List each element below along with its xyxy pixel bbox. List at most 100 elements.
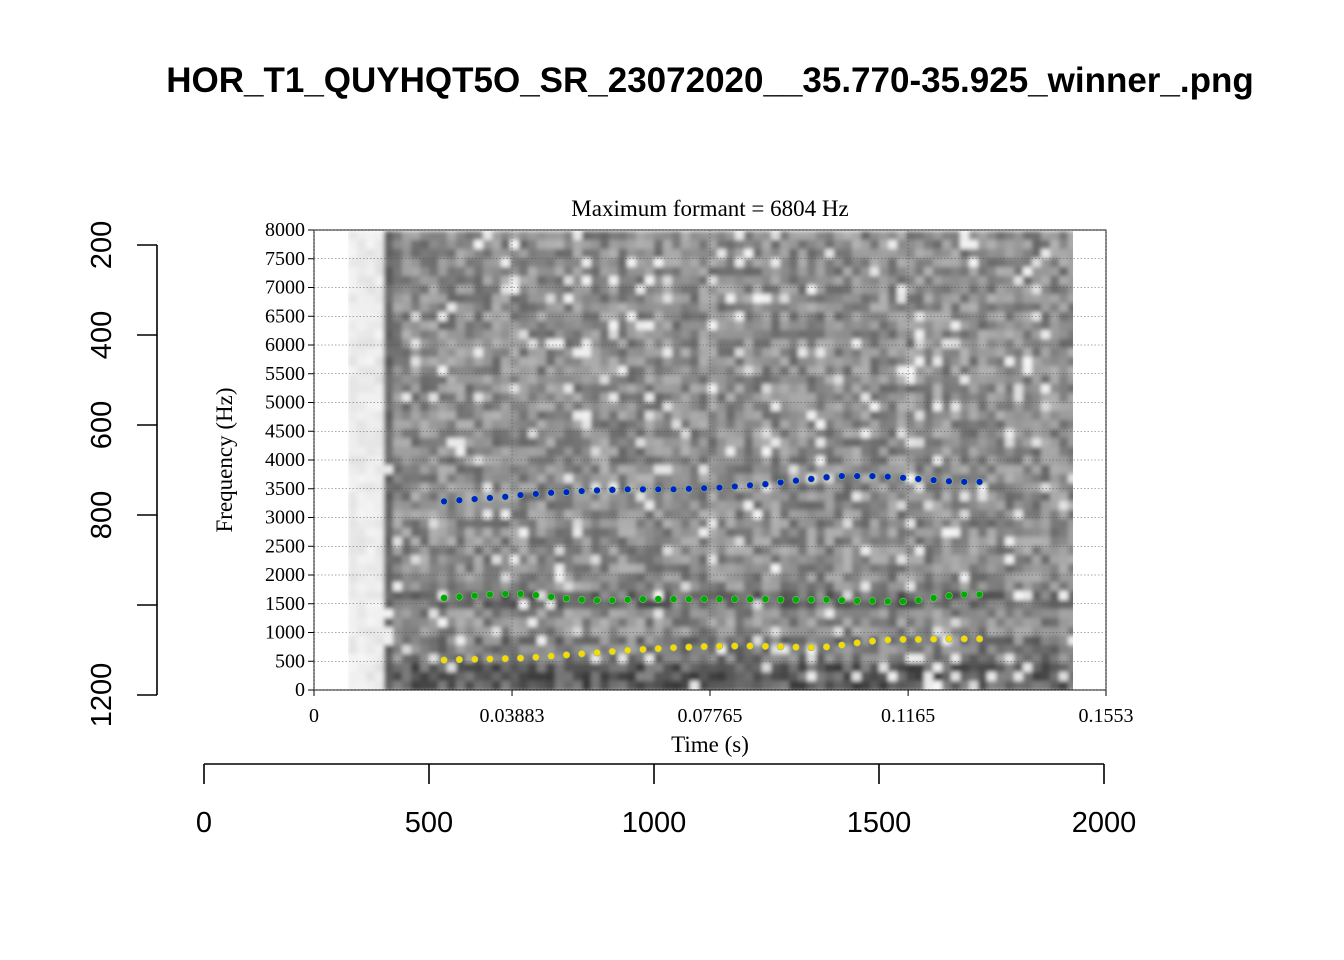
formant-point (593, 648, 601, 657)
formant-point (792, 477, 800, 485)
formant-point (899, 597, 907, 606)
formant-point (440, 594, 448, 602)
formant-point (945, 635, 953, 643)
spectrogram (348, 231, 1073, 690)
formant-point (608, 647, 617, 656)
y-axis-label: Frequency (Hz) (212, 388, 237, 533)
formant-point (761, 642, 770, 650)
formant-point (960, 478, 968, 486)
formant-point (945, 477, 953, 485)
formant-point (822, 473, 831, 481)
y-tick-label: 5000 (265, 392, 305, 414)
formant-point (715, 483, 724, 492)
formant-point (486, 655, 494, 663)
formant-point (761, 595, 770, 603)
formant-point (578, 487, 586, 495)
outer-y-tick-label: 800 (86, 491, 118, 539)
formant-point (792, 596, 800, 604)
formant-point (470, 495, 479, 503)
formant-point (899, 474, 907, 482)
formant-point (822, 643, 831, 651)
formant-point (884, 472, 892, 481)
formant-point (440, 497, 448, 506)
formant-point (685, 595, 693, 603)
formant-point (700, 595, 708, 603)
formant-point (562, 594, 571, 603)
formant-point (914, 596, 923, 604)
formant-point (731, 482, 739, 491)
outer-y-tick-label: 400 (86, 311, 118, 359)
formant-point (578, 596, 586, 604)
y-tick-label: 0 (295, 679, 305, 701)
outer-y-tick-label: 600 (86, 401, 118, 449)
y-tick-label: 5500 (265, 363, 305, 385)
y-tick-label: 2500 (265, 535, 305, 557)
formant-point (623, 646, 632, 655)
formant-point (501, 590, 509, 598)
formant-point (639, 485, 647, 494)
formant-point (685, 643, 693, 651)
formant-point (868, 637, 877, 645)
formant-point (746, 595, 754, 603)
y-tick-label: 7000 (265, 277, 305, 299)
formant-point (455, 496, 464, 504)
y-tick-label: 6000 (265, 334, 305, 356)
formant-point (593, 596, 601, 604)
formant-point (700, 642, 708, 651)
formant-point (868, 597, 877, 605)
formant-point (455, 593, 464, 601)
formant-point (746, 642, 754, 650)
outer-x-axis: 0 500 1000 1500 2000 (196, 763, 1137, 839)
x-tick-label: 0 (309, 705, 319, 727)
formant-point (914, 475, 923, 483)
formant-point (776, 596, 785, 604)
formant-point (639, 645, 647, 654)
formant-point (532, 653, 540, 661)
formant-point (853, 472, 861, 480)
formant-point (685, 485, 693, 493)
outer-y-tick-label: 1200 (86, 663, 118, 728)
y-tick-label: 4000 (265, 449, 305, 471)
formant-point (516, 654, 525, 662)
formant-point (822, 596, 831, 604)
outer-x-tick-label: 2000 (1072, 807, 1137, 839)
formant-point (929, 594, 938, 602)
formant-point (792, 643, 800, 651)
formant-point (532, 591, 540, 599)
y-tick-label: 6500 (265, 305, 305, 327)
x-tick-label: 0.03883 (480, 705, 545, 727)
y-tick-label: 3000 (265, 507, 305, 529)
time-axis: 0 0.03883 0.07765 0.1165 0.1553 (309, 690, 1134, 727)
formant-point (486, 590, 494, 599)
formant-point (746, 481, 754, 489)
formant-point (669, 595, 678, 603)
formant-point (700, 484, 708, 492)
formant-point (776, 478, 785, 487)
formant-point (455, 655, 464, 664)
formant-point (578, 650, 586, 658)
y-tick-label: 7500 (265, 248, 305, 270)
formant-point (807, 596, 815, 604)
formant-point (731, 595, 739, 603)
formant-point (654, 595, 662, 603)
y-tick-label: 500 (275, 650, 305, 672)
formant-point (838, 641, 846, 649)
formant-point (608, 596, 617, 604)
formant-point (975, 635, 984, 643)
formant-point (547, 489, 555, 497)
y-tick-label: 8000 (265, 219, 305, 241)
formant-point (532, 490, 540, 498)
formant-point (470, 591, 479, 600)
outer-y-axis: 200 400 600 800 1200 (86, 221, 158, 728)
figure-title: HOR_T1_QUYHQT5O_SR_23072020__35.770-35.9… (166, 61, 1254, 100)
x-axis-label: Time (s) (671, 732, 749, 757)
formant-point (486, 494, 494, 502)
y-tick-label: 2000 (265, 564, 305, 586)
formant-point (715, 595, 724, 603)
formant-point (914, 635, 923, 644)
formant-series-2 (440, 590, 984, 606)
formant-point (593, 486, 601, 495)
formant-point (776, 642, 785, 651)
formant-point (654, 485, 662, 494)
